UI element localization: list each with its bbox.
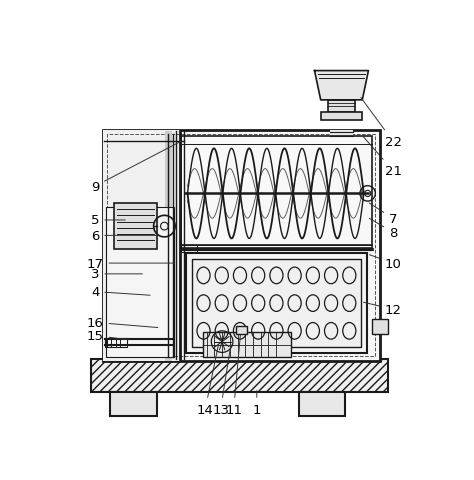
Text: 15: 15 xyxy=(87,329,128,342)
Text: 6: 6 xyxy=(91,229,156,242)
Text: 12: 12 xyxy=(364,302,401,316)
Bar xyxy=(103,131,380,361)
Text: 5: 5 xyxy=(91,214,126,227)
Text: 7: 7 xyxy=(369,204,397,226)
Bar xyxy=(203,333,292,357)
Bar xyxy=(192,260,361,348)
Bar xyxy=(299,392,346,417)
Text: 17: 17 xyxy=(87,257,175,270)
Bar xyxy=(186,253,367,353)
Bar xyxy=(105,338,127,348)
Text: 8: 8 xyxy=(369,219,397,240)
Bar xyxy=(91,360,388,392)
Text: 21: 21 xyxy=(363,136,401,178)
Text: 4: 4 xyxy=(91,286,150,299)
Bar xyxy=(330,131,353,142)
Bar xyxy=(321,113,362,120)
Bar xyxy=(106,207,173,357)
Text: 3: 3 xyxy=(91,268,142,281)
Bar xyxy=(108,135,375,357)
Text: 11: 11 xyxy=(225,336,242,416)
Text: 14: 14 xyxy=(197,345,219,416)
Bar xyxy=(114,204,157,250)
Bar xyxy=(182,246,197,252)
Text: 9: 9 xyxy=(91,142,181,193)
Text: 22: 22 xyxy=(361,98,401,149)
Bar xyxy=(328,101,355,113)
Text: 10: 10 xyxy=(370,255,401,270)
Bar xyxy=(110,392,157,417)
Text: 1: 1 xyxy=(253,391,261,416)
Text: 13: 13 xyxy=(212,345,231,416)
Polygon shape xyxy=(315,72,368,101)
Bar xyxy=(182,137,372,248)
Bar xyxy=(372,319,388,334)
Bar xyxy=(236,326,247,334)
Bar xyxy=(103,131,180,361)
Text: 16: 16 xyxy=(87,316,158,329)
